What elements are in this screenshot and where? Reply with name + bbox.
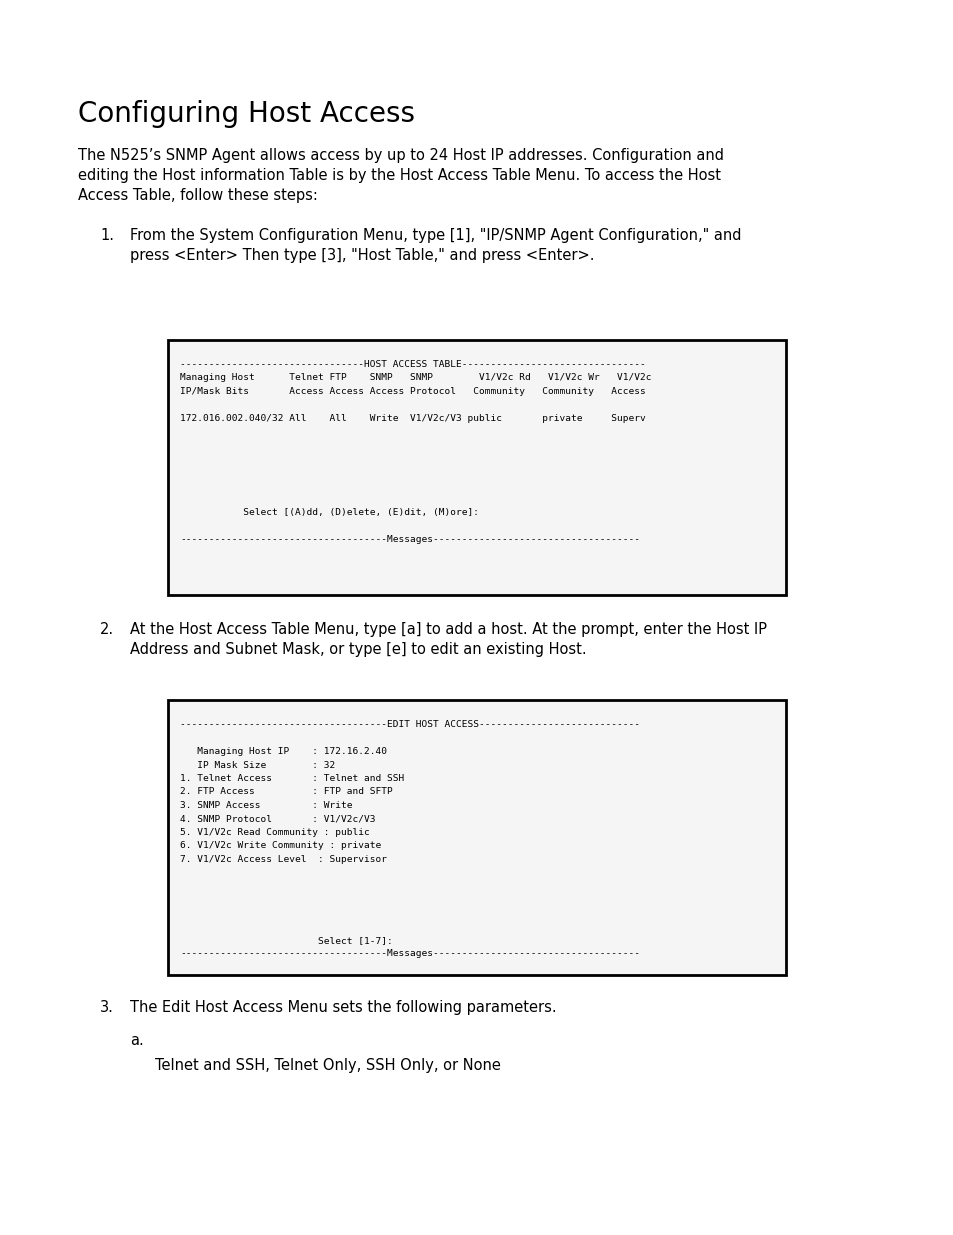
Text: IP/Mask Bits       Access Access Access Protocol   Community   Community   Acces: IP/Mask Bits Access Access Access Protoc… — [180, 387, 645, 396]
Text: 6. V1/V2c Write Community : private: 6. V1/V2c Write Community : private — [180, 841, 381, 851]
Text: The Edit Host Access Menu sets the following parameters.: The Edit Host Access Menu sets the follo… — [130, 1000, 556, 1015]
Text: ------------------------------------EDIT HOST ACCESS----------------------------: ------------------------------------EDIT… — [180, 720, 639, 729]
FancyBboxPatch shape — [168, 340, 785, 595]
Text: Select [1-7]:: Select [1-7]: — [180, 936, 393, 945]
FancyBboxPatch shape — [168, 700, 785, 974]
Text: Managing Host IP    : 172.16.2.40: Managing Host IP : 172.16.2.40 — [180, 747, 387, 756]
Text: 4. SNMP Protocol       : V1/V2c/V3: 4. SNMP Protocol : V1/V2c/V3 — [180, 815, 375, 824]
Text: Select [(A)dd, (D)elete, (E)dit, (M)ore]:: Select [(A)dd, (D)elete, (E)dit, (M)ore]… — [180, 509, 478, 517]
Text: ------------------------------------Messages------------------------------------: ------------------------------------Mess… — [180, 950, 639, 958]
Text: 2.: 2. — [100, 622, 114, 637]
Text: From the System Configuration Menu, type [1], "IP/SNMP Agent Configuration," and: From the System Configuration Menu, type… — [130, 228, 740, 263]
Text: 2. FTP Access          : FTP and SFTP: 2. FTP Access : FTP and SFTP — [180, 788, 393, 797]
Text: Managing Host      Telnet FTP    SNMP   SNMP        V1/V2c Rd   V1/V2c Wr   V1/V: Managing Host Telnet FTP SNMP SNMP V1/V2… — [180, 373, 651, 383]
Text: ------------------------------------Messages------------------------------------: ------------------------------------Mess… — [180, 536, 639, 545]
Text: 3.: 3. — [100, 1000, 113, 1015]
Text: a.: a. — [130, 1032, 144, 1049]
Text: IP Mask Size        : 32: IP Mask Size : 32 — [180, 761, 335, 769]
Text: 172.016.002.040/32 All    All    Write  V1/V2c/V3 public       private     Super: 172.016.002.040/32 All All Write V1/V2c/… — [180, 414, 645, 424]
Text: Configuring Host Access: Configuring Host Access — [78, 100, 415, 128]
Text: 5. V1/V2c Read Community : public: 5. V1/V2c Read Community : public — [180, 827, 370, 837]
Text: --------------------------------HOST ACCESS TABLE-------------------------------: --------------------------------HOST ACC… — [180, 359, 645, 369]
Text: 1. Telnet Access       : Telnet and SSH: 1. Telnet Access : Telnet and SSH — [180, 774, 404, 783]
Text: 3. SNMP Access         : Write: 3. SNMP Access : Write — [180, 802, 352, 810]
Text: Telnet and SSH, Telnet Only, SSH Only, or None: Telnet and SSH, Telnet Only, SSH Only, o… — [154, 1058, 500, 1073]
Text: 7. V1/V2c Access Level  : Supervisor: 7. V1/V2c Access Level : Supervisor — [180, 855, 387, 864]
Text: The N525’s SNMP Agent allows access by up to 24 Host IP addresses. Configuration: The N525’s SNMP Agent allows access by u… — [78, 148, 723, 203]
Text: 1.: 1. — [100, 228, 113, 243]
Text: At the Host Access Table Menu, type [a] to add a host. At the prompt, enter the : At the Host Access Table Menu, type [a] … — [130, 622, 766, 657]
